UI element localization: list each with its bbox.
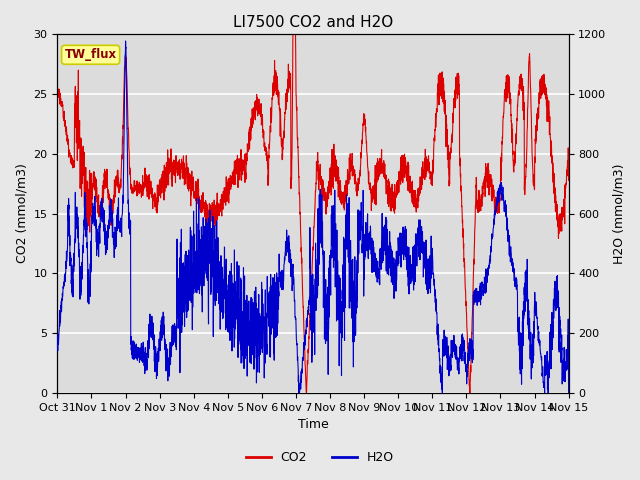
Y-axis label: CO2 (mmol/m3): CO2 (mmol/m3) bbox=[15, 164, 28, 264]
Title: LI7500 CO2 and H2O: LI7500 CO2 and H2O bbox=[233, 15, 393, 30]
Legend: CO2, H2O: CO2, H2O bbox=[241, 446, 399, 469]
X-axis label: Time: Time bbox=[298, 419, 328, 432]
Y-axis label: H2O (mmol/m3): H2O (mmol/m3) bbox=[612, 163, 625, 264]
Text: TW_flux: TW_flux bbox=[65, 48, 116, 61]
